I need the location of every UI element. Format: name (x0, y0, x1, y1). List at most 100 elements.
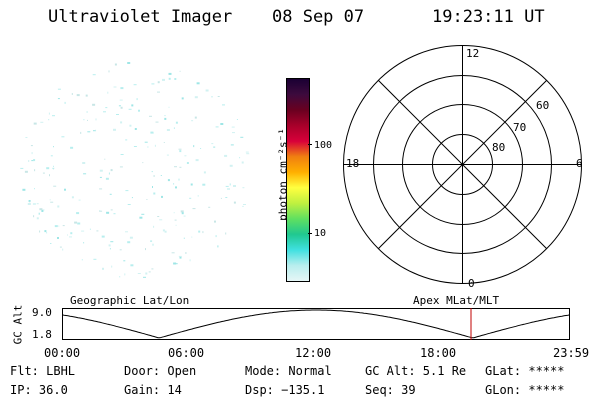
noise-pixel (179, 166, 182, 168)
noise-pixel (246, 153, 250, 155)
noise-pixel (179, 70, 181, 72)
noise-pixel (86, 111, 88, 113)
noise-pixel (171, 252, 175, 254)
time-tick-label: 06:00 (168, 346, 205, 360)
noise-pixel (57, 237, 59, 239)
noise-pixel (99, 210, 101, 211)
noise-pixel (39, 208, 43, 211)
noise-pixel (110, 169, 113, 172)
noise-pixel (31, 152, 33, 155)
noise-pixel (108, 70, 110, 73)
noise-pixel (153, 175, 155, 177)
noise-pixel (34, 169, 36, 172)
noise-pixel (109, 193, 112, 195)
noise-pixel (194, 116, 197, 119)
noise-pixel (120, 154, 124, 155)
noise-pixel (83, 119, 85, 121)
noise-pixel (153, 225, 155, 228)
noise-pixel (166, 129, 170, 131)
colorbar (286, 78, 310, 282)
mlat-label-70: 70 (513, 121, 527, 134)
noise-pixel (29, 201, 31, 203)
noise-pixel (229, 183, 231, 186)
noise-pixel (241, 161, 244, 164)
noise-pixel (32, 203, 36, 205)
noise-pixel (175, 224, 177, 226)
noise-pixel (189, 259, 191, 262)
noise-pixel (133, 84, 137, 86)
noise-pixel (129, 236, 133, 239)
timeline-right-title: Apex MLat/MLT (413, 294, 500, 307)
noise-pixel (53, 185, 57, 187)
noise-pixel (215, 126, 219, 128)
noise-pixel (127, 241, 131, 244)
noise-pixel (168, 106, 170, 108)
noise-pixel (231, 126, 235, 128)
noise-pixel (57, 98, 60, 100)
noise-pixel (154, 144, 156, 147)
noise-pixel (230, 144, 234, 146)
noise-pixel (87, 119, 88, 121)
status-gain: Gain: 14 (124, 383, 182, 397)
colorbar-tick-label: 10 (314, 228, 327, 239)
noise-pixel (105, 107, 108, 109)
noise-pixel (67, 234, 68, 236)
noise-pixel (131, 104, 134, 107)
noise-pixel (108, 244, 111, 247)
noise-pixel (148, 271, 151, 273)
noise-pixel (202, 231, 204, 234)
noise-pixel (203, 171, 206, 174)
noise-pixel (164, 117, 167, 120)
noise-pixel (77, 222, 81, 225)
noise-pixel (78, 199, 81, 201)
noise-pixel (166, 154, 169, 156)
noise-pixel (113, 86, 117, 88)
noise-pixel (178, 255, 182, 257)
noise-pixel (142, 162, 144, 164)
mlt-label-0: 0 (468, 277, 475, 290)
noise-pixel (80, 131, 82, 134)
noise-pixel (110, 241, 114, 243)
noise-pixel (157, 216, 160, 217)
noise-pixel (125, 190, 129, 192)
noise-pixel (105, 177, 109, 180)
noise-pixel (74, 221, 78, 224)
noise-pixel (103, 111, 106, 113)
noise-pixel (225, 185, 229, 187)
status-gc-alt: GC Alt: 5.1 Re (365, 364, 467, 378)
noise-pixel (208, 206, 211, 208)
noise-pixel (64, 101, 66, 104)
noise-pixel (119, 249, 122, 251)
time-tick-label: 23:59 (553, 346, 590, 360)
noise-pixel (220, 197, 222, 199)
timeline-left-title: Geographic Lat/Lon (70, 294, 190, 307)
mlt-label-6: 6 (576, 157, 583, 170)
noise-pixel (224, 154, 228, 157)
time-label: 19:23:11 UT (432, 7, 545, 27)
date-label: 08 Sep 07 (272, 7, 365, 27)
noise-pixel (181, 212, 184, 215)
gc-alt-axis-label: GC Alt (11, 304, 25, 345)
noise-pixel (150, 240, 153, 242)
noise-pixel (139, 216, 143, 219)
noise-pixel (46, 232, 48, 234)
noise-pixel (119, 99, 123, 101)
status-glon: GLon: ***** (485, 383, 565, 397)
noise-pixel (36, 203, 39, 205)
noise-pixel (129, 124, 132, 127)
noise-pixel (245, 151, 249, 153)
noise-pixel (62, 248, 64, 251)
noise-pixel (213, 146, 216, 148)
noise-pixel (58, 225, 60, 227)
noise-pixel (123, 260, 126, 262)
noise-pixel (46, 167, 50, 170)
noise-pixel (134, 128, 137, 130)
noise-pixel (185, 252, 187, 254)
noise-pixel (197, 195, 199, 197)
timeline-frame (62, 308, 570, 340)
noise-pixel (160, 175, 162, 176)
noise-pixel (71, 196, 74, 199)
noise-pixel (220, 123, 224, 125)
noise-pixel (116, 114, 119, 115)
noise-pixel (27, 203, 31, 205)
